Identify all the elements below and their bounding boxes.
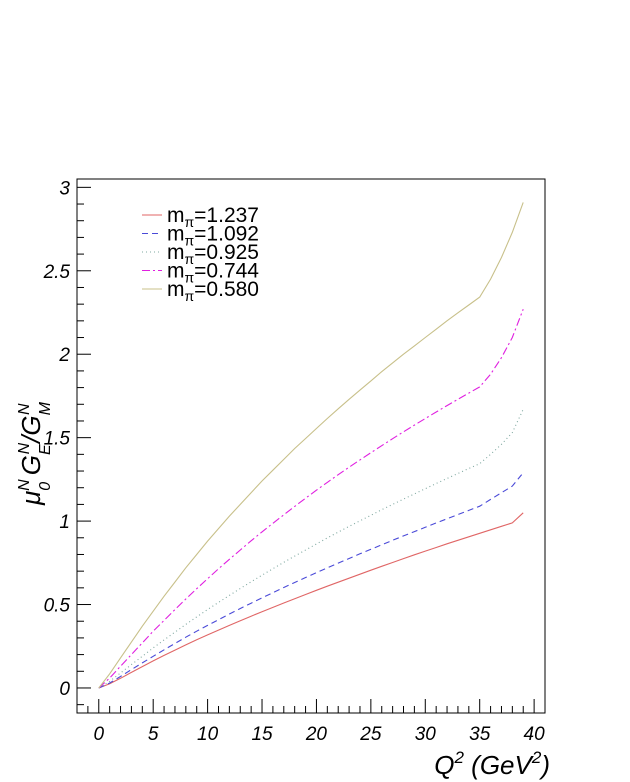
legend-label: mπ=0.744 (167, 260, 259, 286)
series-line (98, 472, 524, 689)
legend-label: mπ=1.092 (167, 223, 259, 249)
legend-label: mπ=0.925 (167, 241, 259, 267)
series-line (98, 512, 524, 689)
y-tick-label: 1.5 (44, 429, 71, 450)
axis-ticks: 0 5 10 15 20 25 30 35 40 0 0.5 1 1.5 2 2.5 3 (43, 178, 546, 745)
x-tick-label: 15 (251, 724, 273, 745)
x-axis-label: Q2 (GeV2) (434, 748, 550, 780)
series-line (98, 202, 524, 689)
series-line (98, 409, 524, 689)
x-tick-label: 5 (148, 724, 159, 745)
y-tick-label: 0.5 (44, 596, 71, 617)
x-tick-label: 35 (469, 724, 491, 745)
y-tick-label: 1 (59, 512, 70, 533)
y-tick-label: 0 (59, 679, 70, 700)
x-tick-label: 10 (197, 724, 219, 745)
x-tick-label: 20 (305, 724, 328, 745)
x-tick-label: 40 (524, 724, 546, 745)
plot-frame (76, 178, 546, 714)
y-axis-label: μ0NGEN/GMN (16, 401, 54, 506)
svg-text:μ0NGEN/GMN: μ0NGEN/GMN (16, 401, 54, 506)
legend-label: mπ=0.580 (167, 278, 259, 304)
x-tick-label: 30 (415, 724, 437, 745)
x-tick-label: 0 (93, 724, 104, 745)
x-tick-label: 25 (359, 724, 382, 745)
series-group (98, 202, 524, 689)
series-line (98, 309, 524, 689)
y-tick-label: 2.5 (43, 262, 71, 283)
y-tick-label: 2 (58, 345, 70, 366)
y-tick-label: 3 (59, 178, 70, 199)
legend-label: mπ=1.237 (167, 204, 259, 230)
